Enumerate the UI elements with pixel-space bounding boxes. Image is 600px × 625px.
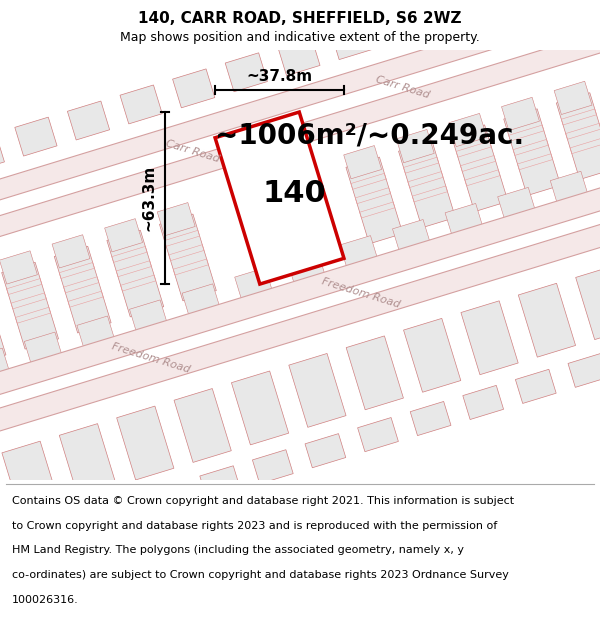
Polygon shape: [25, 332, 62, 366]
Polygon shape: [344, 146, 382, 179]
Polygon shape: [67, 101, 110, 140]
Polygon shape: [461, 301, 518, 374]
Text: co-ordinates) are subject to Crown copyright and database rights 2023 Ordnance S: co-ordinates) are subject to Crown copyr…: [12, 570, 509, 580]
Polygon shape: [504, 109, 560, 196]
Text: 140: 140: [263, 179, 326, 208]
Polygon shape: [305, 434, 346, 468]
Polygon shape: [59, 424, 116, 498]
Text: Freedom Road: Freedom Road: [110, 341, 191, 374]
Polygon shape: [278, 37, 320, 76]
Polygon shape: [449, 113, 487, 147]
Polygon shape: [95, 498, 136, 532]
Polygon shape: [130, 300, 167, 333]
Text: ~1006m²/~0.249ac.: ~1006m²/~0.249ac.: [215, 121, 524, 149]
Polygon shape: [518, 283, 575, 357]
Polygon shape: [54, 246, 111, 333]
Polygon shape: [346, 157, 403, 244]
Polygon shape: [340, 236, 378, 269]
Polygon shape: [0, 19, 600, 272]
Text: Carr Road: Carr Road: [164, 139, 220, 164]
Polygon shape: [215, 112, 344, 284]
Polygon shape: [235, 268, 272, 301]
Polygon shape: [2, 262, 59, 349]
Polygon shape: [392, 219, 430, 253]
Polygon shape: [397, 129, 434, 162]
Text: Carr Road: Carr Road: [374, 74, 431, 100]
Polygon shape: [157, 202, 195, 236]
Polygon shape: [232, 371, 289, 445]
Polygon shape: [225, 53, 268, 92]
Text: ~63.3m: ~63.3m: [142, 165, 157, 231]
Polygon shape: [0, 161, 600, 416]
Text: ~37.8m: ~37.8m: [247, 69, 313, 84]
Polygon shape: [358, 418, 398, 452]
Polygon shape: [331, 21, 373, 59]
Polygon shape: [253, 450, 293, 484]
Text: 140, CARR ROAD, SHEFFIELD, S6 2WZ: 140, CARR ROAD, SHEFFIELD, S6 2WZ: [138, 11, 462, 26]
Polygon shape: [0, 530, 30, 564]
Polygon shape: [445, 204, 483, 237]
Polygon shape: [550, 171, 588, 204]
Polygon shape: [568, 353, 600, 388]
Polygon shape: [0, 0, 600, 239]
Polygon shape: [0, 459, 2, 532]
Polygon shape: [0, 251, 37, 284]
Polygon shape: [554, 81, 592, 114]
Polygon shape: [451, 125, 508, 212]
Polygon shape: [182, 284, 220, 317]
Polygon shape: [147, 482, 188, 516]
Polygon shape: [173, 69, 215, 108]
Polygon shape: [410, 401, 451, 436]
Polygon shape: [42, 514, 83, 548]
Polygon shape: [200, 466, 241, 500]
Polygon shape: [0, 133, 4, 172]
Polygon shape: [160, 214, 217, 301]
Polygon shape: [383, 4, 425, 44]
Text: HM Land Registry. The polygons (including the associated geometry, namely x, y: HM Land Registry. The polygons (includin…: [12, 545, 464, 555]
Polygon shape: [346, 336, 403, 410]
Polygon shape: [502, 98, 539, 131]
Polygon shape: [287, 252, 325, 285]
Polygon shape: [0, 195, 600, 450]
Text: Freedom Road: Freedom Road: [320, 277, 401, 310]
Polygon shape: [404, 318, 461, 392]
Polygon shape: [398, 141, 455, 228]
Polygon shape: [0, 348, 10, 381]
Polygon shape: [289, 354, 346, 428]
Polygon shape: [15, 117, 57, 156]
Polygon shape: [2, 441, 59, 515]
Polygon shape: [463, 386, 503, 419]
Polygon shape: [104, 219, 143, 252]
Text: Map shows position and indicative extent of the property.: Map shows position and indicative extent…: [120, 31, 480, 44]
Text: Contains OS data © Crown copyright and database right 2021. This information is : Contains OS data © Crown copyright and d…: [12, 496, 514, 506]
Polygon shape: [556, 92, 600, 179]
Polygon shape: [497, 188, 536, 221]
Text: to Crown copyright and database rights 2023 and is reproduced with the permissio: to Crown copyright and database rights 2…: [12, 521, 497, 531]
Polygon shape: [120, 85, 162, 124]
Polygon shape: [174, 389, 231, 462]
Polygon shape: [52, 235, 90, 268]
Polygon shape: [0, 278, 6, 365]
Polygon shape: [515, 369, 556, 403]
Polygon shape: [107, 230, 164, 317]
Polygon shape: [436, 0, 478, 28]
Polygon shape: [575, 266, 600, 339]
Polygon shape: [116, 406, 174, 480]
Polygon shape: [488, 0, 530, 11]
Text: 100026316.: 100026316.: [12, 594, 79, 604]
Polygon shape: [77, 316, 115, 349]
